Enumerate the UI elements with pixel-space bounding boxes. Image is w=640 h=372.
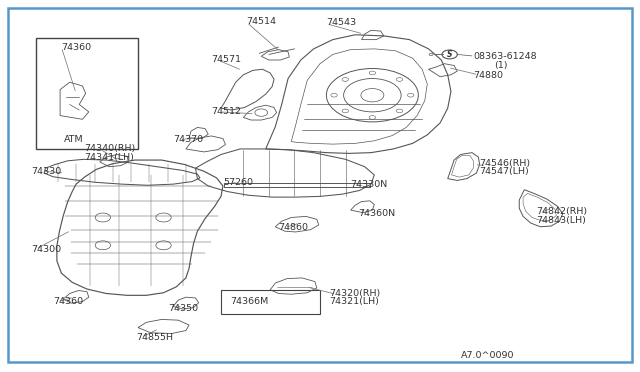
Text: 74300: 74300 (31, 244, 61, 253)
Text: 74512: 74512 (211, 108, 241, 116)
Text: 74340(RH): 74340(RH) (84, 144, 135, 153)
Text: 74843(LH): 74843(LH) (536, 216, 586, 225)
Text: S: S (447, 50, 452, 59)
Text: 74514: 74514 (246, 17, 276, 26)
Text: 74350: 74350 (168, 304, 198, 313)
Text: 74360: 74360 (53, 297, 83, 306)
Text: 74543: 74543 (326, 19, 356, 28)
Text: 57260: 57260 (223, 178, 253, 187)
Text: 74855H: 74855H (136, 333, 173, 342)
Text: 74360: 74360 (61, 42, 92, 51)
Text: ATM: ATM (65, 135, 84, 144)
Text: (1): (1) (494, 61, 508, 70)
Text: 74842(RH): 74842(RH) (536, 208, 587, 217)
Text: 74547(LH): 74547(LH) (479, 167, 529, 176)
Text: 74546(RH): 74546(RH) (479, 159, 531, 168)
Text: 74341(LH): 74341(LH) (84, 153, 134, 161)
Text: 74330N: 74330N (351, 180, 388, 189)
Text: 74320(RH): 74320(RH) (330, 289, 381, 298)
Text: 08363-61248: 08363-61248 (473, 52, 537, 61)
Text: A7.0^0090: A7.0^0090 (461, 351, 514, 360)
Text: 74360N: 74360N (358, 209, 396, 218)
Text: 74571: 74571 (211, 55, 241, 64)
Text: 74321(LH): 74321(LH) (330, 297, 380, 306)
Text: 74370: 74370 (173, 135, 204, 144)
Text: 74366M: 74366M (230, 297, 269, 306)
Text: 74860: 74860 (278, 223, 308, 232)
Bar (221, 290, 320, 314)
Text: 74330: 74330 (31, 167, 61, 176)
Bar (36, 38, 138, 149)
Text: 74880: 74880 (473, 71, 503, 80)
